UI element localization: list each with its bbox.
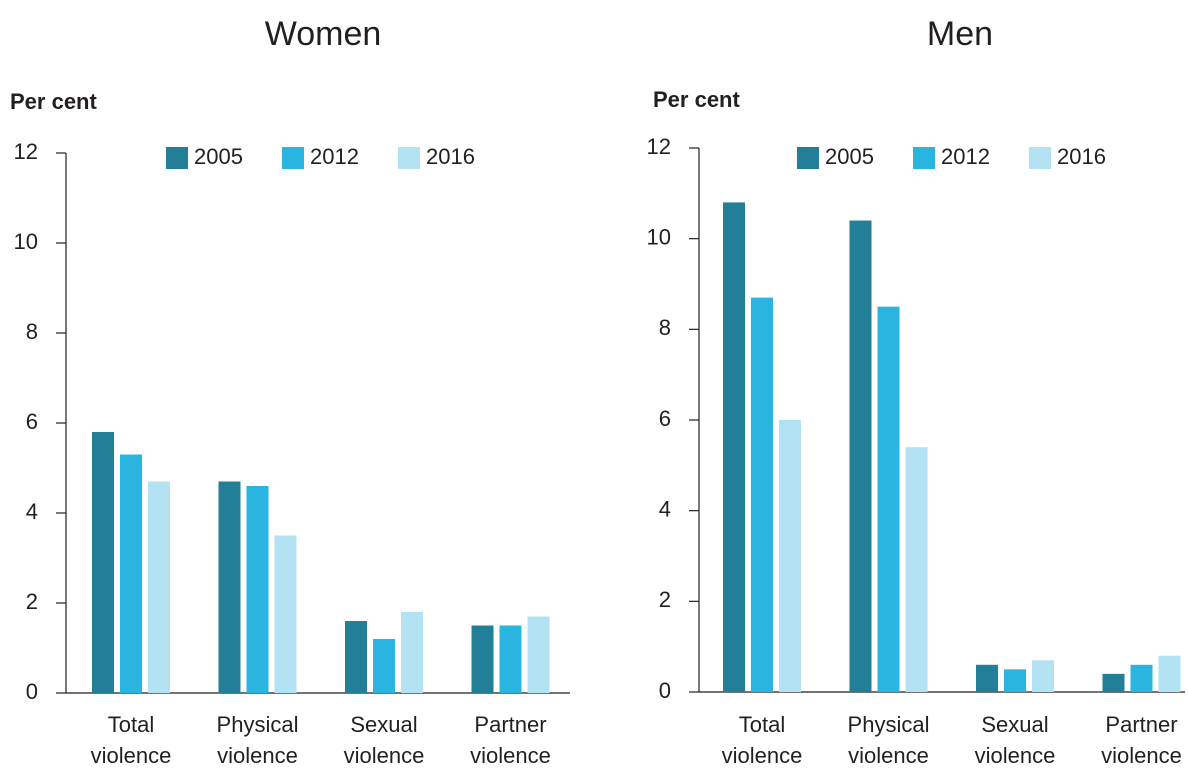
x-tick-label: Total violence — [91, 712, 172, 768]
y-tick-label: 0 — [26, 679, 38, 704]
bar — [92, 432, 114, 693]
bar — [1032, 660, 1054, 692]
bar — [751, 297, 773, 692]
bar — [148, 481, 170, 693]
legend-swatch — [166, 147, 188, 169]
y-tick-label: 12 — [14, 139, 38, 164]
bar — [527, 616, 550, 693]
bar — [905, 447, 928, 692]
legend-swatch — [913, 147, 935, 169]
bar — [877, 306, 900, 692]
x-tick-label: Sexual violence — [344, 712, 425, 768]
y-tick-label: 10 — [647, 224, 671, 249]
bar — [401, 612, 423, 693]
legend-label: 2016 — [426, 144, 475, 169]
y-axis-label: Per cent — [653, 87, 740, 112]
bar — [976, 664, 998, 692]
x-tick-label: Total violence — [722, 712, 803, 768]
bar — [218, 481, 241, 693]
x-tick-label: Physical violence — [217, 712, 299, 768]
bar — [471, 625, 494, 693]
chart-title: Men — [927, 15, 993, 53]
bar — [120, 454, 142, 693]
bar — [345, 621, 367, 693]
legend-swatch — [282, 147, 304, 169]
bar — [1130, 664, 1153, 692]
bar — [274, 535, 297, 693]
y-tick-label: 2 — [659, 587, 671, 612]
legend-label: 2005 — [194, 144, 243, 169]
y-tick-label: 0 — [659, 678, 671, 703]
y-tick-label: 6 — [26, 409, 38, 434]
legend-label: 2016 — [1057, 144, 1106, 169]
y-tick-label: 8 — [26, 319, 38, 344]
y-tick-label: 2 — [26, 589, 38, 614]
chart-title: Women — [265, 15, 382, 53]
legend-swatch — [398, 147, 420, 169]
legend-swatch — [797, 147, 819, 169]
x-tick-label: Partner violence — [470, 712, 551, 768]
bar — [1004, 669, 1026, 692]
legend-label: 2012 — [310, 144, 359, 169]
legend-label: 2012 — [941, 144, 990, 169]
x-tick-label: Physical violence — [848, 712, 930, 768]
bar — [1102, 673, 1125, 692]
y-axis-label: Per cent — [10, 89, 97, 114]
legend-label: 2005 — [825, 144, 874, 169]
x-tick-label: Partner violence — [1101, 712, 1182, 768]
y-tick-label: 4 — [26, 499, 38, 524]
y-tick-label: 12 — [647, 134, 671, 159]
x-tick-label: Sexual violence — [975, 712, 1056, 768]
bar — [1158, 655, 1181, 692]
legend-swatch — [1029, 147, 1051, 169]
bar — [246, 486, 269, 693]
y-tick-label: 10 — [14, 229, 38, 254]
y-tick-label: 8 — [659, 315, 671, 340]
bar — [723, 202, 745, 692]
bar — [779, 420, 801, 692]
y-tick-label: 6 — [659, 406, 671, 431]
bar — [499, 625, 522, 693]
bar — [849, 220, 872, 693]
bar — [373, 639, 395, 693]
y-tick-label: 4 — [659, 496, 671, 521]
